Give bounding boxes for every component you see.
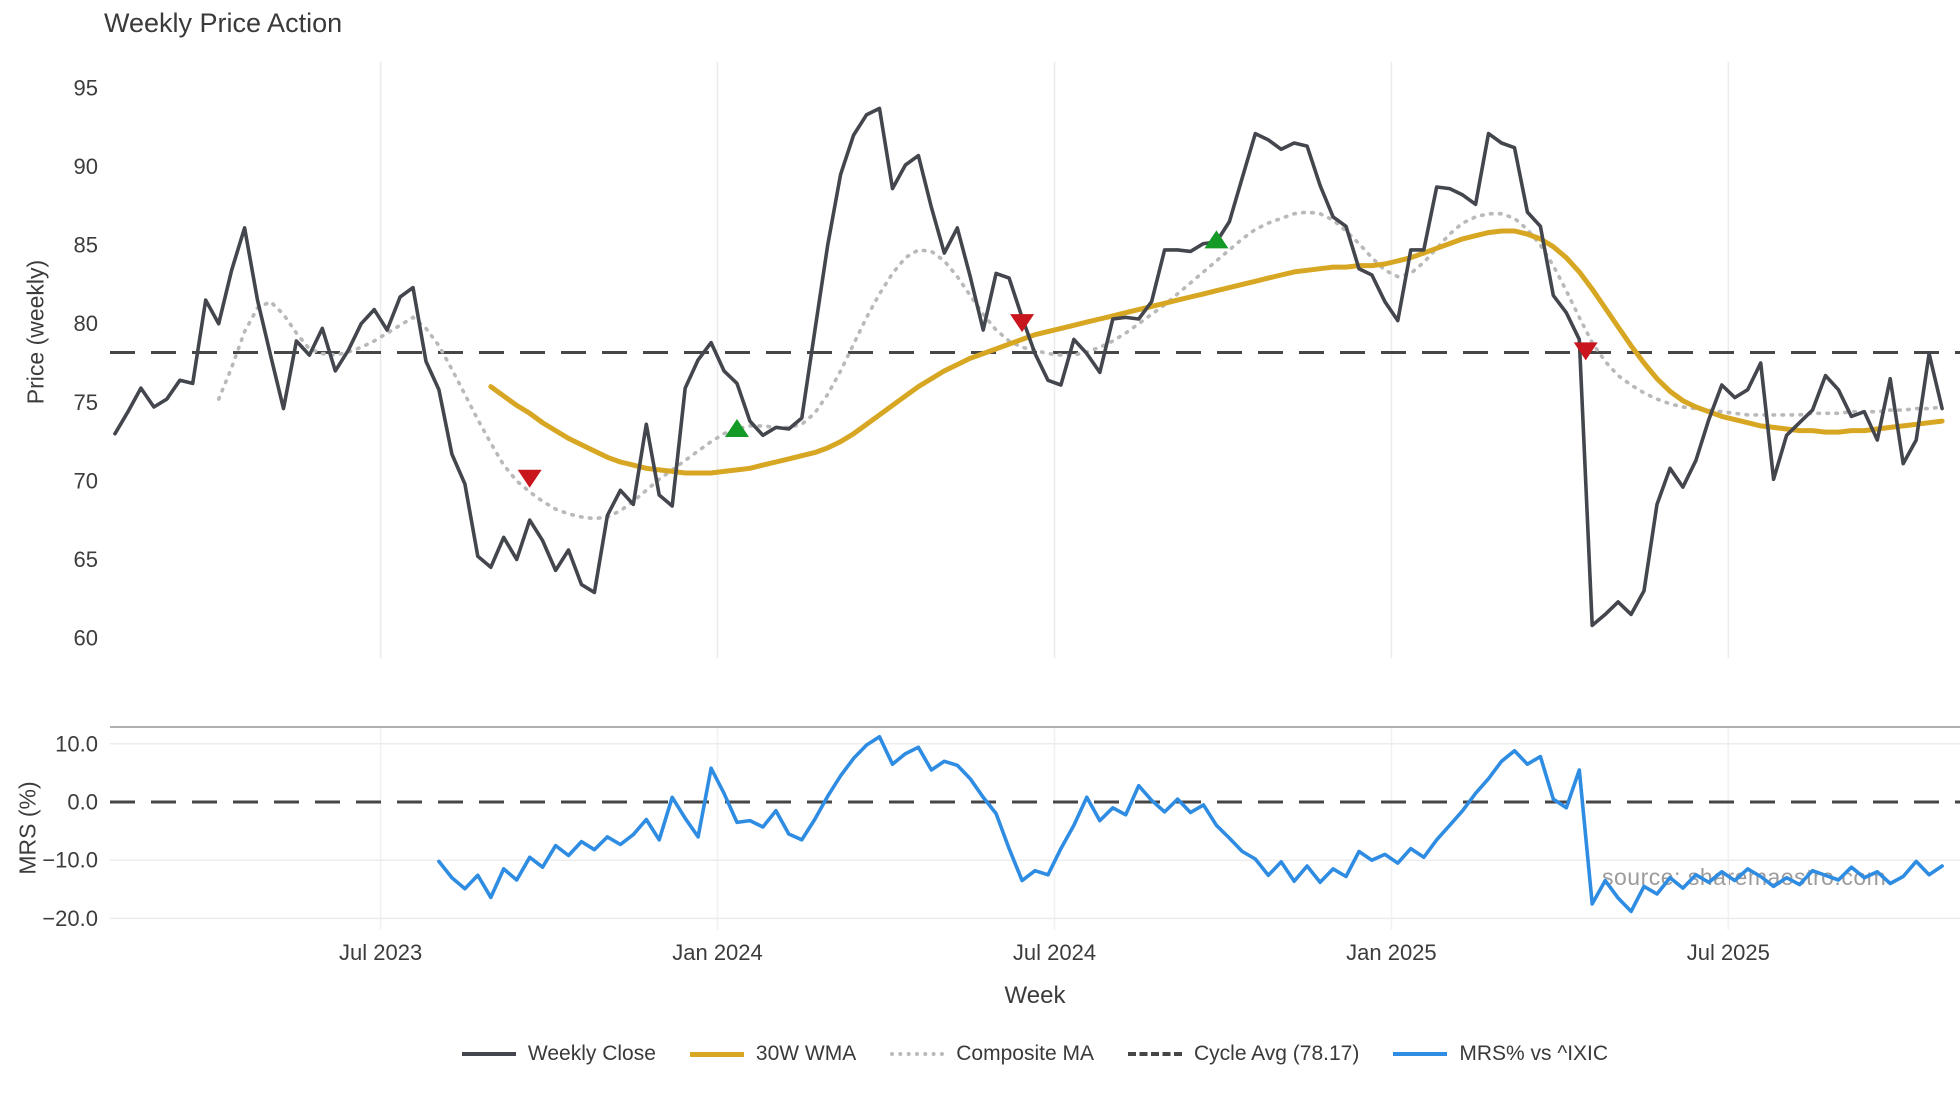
legend-label: MRS% vs ^IXIC xyxy=(1459,1042,1609,1065)
x-tick-label: Jan 2024 xyxy=(672,940,763,965)
cycle-avg-line-sample xyxy=(1127,1052,1182,1056)
sell-marker xyxy=(1010,314,1035,333)
price-tick-label: 75 xyxy=(74,390,98,415)
mrs-line xyxy=(437,735,1944,914)
legend-item-weekly-close: Weekly Close xyxy=(461,1042,656,1066)
mrs-axis-label: MRS (%) xyxy=(14,781,41,875)
legend-item-composite-ma: Composite MA xyxy=(890,1042,1094,1066)
signal-markers xyxy=(517,230,1598,488)
legend-item-30w-wma: 30W WMA xyxy=(689,1042,857,1066)
price-tick-label: 85 xyxy=(74,233,98,258)
x-tick-label: Jul 2024 xyxy=(1013,940,1096,965)
legend-label: Weekly Close xyxy=(527,1042,656,1065)
price-tick-label: 80 xyxy=(74,311,98,336)
weekly-close-line xyxy=(113,106,1944,628)
weekly-close-line-sample xyxy=(461,1052,516,1056)
mrs-line-sample xyxy=(1393,1052,1448,1056)
chart-title: Weekly Price Action xyxy=(104,8,343,38)
price-tick-label: 95 xyxy=(74,76,98,101)
legend: Weekly Close 30W WMA Composite MA Cycle … xyxy=(110,1042,1960,1066)
x-tick-label: Jan 2025 xyxy=(1346,940,1437,965)
gridlines xyxy=(110,62,1960,930)
composite-ma-line xyxy=(216,210,1944,521)
price-axis-label: Price (weekly) xyxy=(22,259,49,405)
mrs-tick-label: −20.0 xyxy=(42,906,98,931)
legend-label: Cycle Avg (78.17) xyxy=(1193,1042,1360,1065)
source-watermark: source: sharemaestro.com xyxy=(1602,864,1887,890)
x-tick-label: Jul 2023 xyxy=(339,940,422,965)
wma-line-sample xyxy=(689,1051,744,1057)
legend-item-mrs: MRS% vs ^IXIC xyxy=(1393,1042,1608,1066)
price-tick-label: 70 xyxy=(74,468,98,493)
legend-label: 30W WMA xyxy=(755,1042,857,1065)
mrs-tick-label: 10.0 xyxy=(55,731,98,756)
price-tick-label: 65 xyxy=(74,547,98,572)
mrs-tick-label: 0.0 xyxy=(67,790,98,815)
x-axis-label: Week xyxy=(1004,982,1066,1009)
sell-marker xyxy=(1573,342,1598,361)
x-tick-label: Jul 2025 xyxy=(1687,940,1770,965)
buy-marker xyxy=(1204,230,1229,249)
buy-marker xyxy=(724,419,749,438)
price-tick-label: 90 xyxy=(74,154,98,179)
sell-marker xyxy=(517,469,542,488)
composite-ma-line-sample xyxy=(890,1052,945,1056)
wma-line xyxy=(488,228,1945,476)
legend-label: Composite MA xyxy=(956,1042,1094,1065)
tick-labels: 95 90 85 80 75 70 65 60 10.0 0.0 −10.0 −20.0 Jul 202… xyxy=(42,76,1770,966)
mrs-tick-label: −10.0 xyxy=(42,848,98,873)
price-tick-label: 60 xyxy=(74,626,98,651)
legend-item-cycle-avg: Cycle Avg (78.17) xyxy=(1127,1042,1360,1066)
